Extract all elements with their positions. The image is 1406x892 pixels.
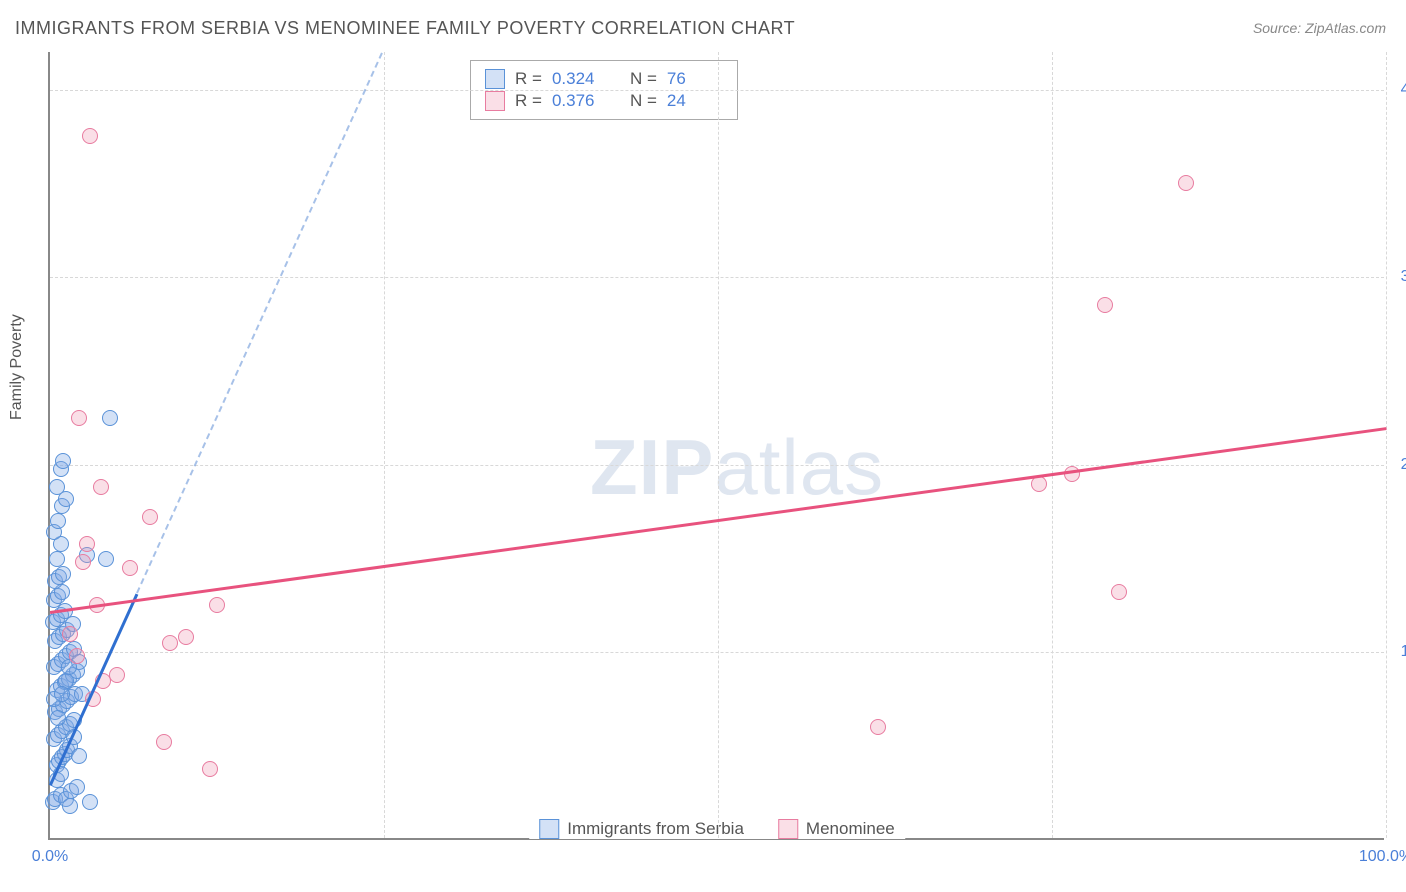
gridline-horizontal	[50, 277, 1384, 278]
y-axis-label: Family Poverty	[8, 314, 26, 420]
legend-label: Menominee	[806, 819, 895, 839]
legend-swatch	[539, 819, 559, 839]
scatter-point	[71, 748, 87, 764]
scatter-point	[55, 453, 71, 469]
scatter-point	[109, 667, 125, 683]
r-value: 0.324	[552, 69, 608, 89]
x-tick-label: 100.0%	[1359, 848, 1406, 866]
n-label: N =	[630, 91, 657, 111]
watermark: ZIPatlas	[590, 422, 884, 513]
scatter-point	[62, 626, 78, 642]
scatter-point	[50, 513, 66, 529]
scatter-point	[122, 560, 138, 576]
scatter-point	[102, 410, 118, 426]
stats-row: R = 0.324 N = 76	[485, 69, 723, 89]
n-label: N =	[630, 69, 657, 89]
gridline-horizontal	[50, 90, 1384, 91]
n-value: 24	[667, 91, 723, 111]
scatter-point	[1178, 175, 1194, 191]
r-value: 0.376	[552, 91, 608, 111]
legend-swatch	[485, 69, 505, 89]
bottom-legend: Immigrants from Serbia Menominee	[529, 819, 905, 839]
gridline-horizontal	[50, 465, 1384, 466]
chart-title: IMMIGRANTS FROM SERBIA VS MENOMINEE FAMI…	[15, 18, 795, 39]
n-value: 76	[667, 69, 723, 89]
scatter-point	[156, 734, 172, 750]
scatter-point	[69, 779, 85, 795]
gridline-vertical	[718, 52, 719, 838]
plot-area: ZIPatlas R = 0.324 N = 76 R = 0.376 N = 24 Immi…	[48, 52, 1384, 840]
r-label: R =	[515, 69, 542, 89]
scatter-point	[98, 551, 114, 567]
watermark-bold: ZIP	[590, 423, 714, 511]
scatter-point	[82, 794, 98, 810]
scatter-point	[71, 410, 87, 426]
scatter-point	[62, 798, 78, 814]
x-tick-label: 0.0%	[32, 848, 68, 866]
source-label: Source: ZipAtlas.com	[1253, 20, 1386, 36]
scatter-point	[1097, 297, 1113, 313]
scatter-point	[162, 635, 178, 651]
legend-item: Menominee	[778, 819, 895, 839]
scatter-point	[93, 479, 109, 495]
scatter-point	[1111, 584, 1127, 600]
legend-item: Immigrants from Serbia	[539, 819, 744, 839]
scatter-point	[75, 554, 91, 570]
scatter-point	[55, 566, 71, 582]
scatter-point	[79, 536, 95, 552]
y-tick-label: 10.0%	[1401, 643, 1406, 661]
scatter-point	[50, 710, 66, 726]
stats-row: R = 0.376 N = 24	[485, 91, 723, 111]
scatter-point	[870, 719, 886, 735]
y-tick-label: 20.0%	[1401, 456, 1406, 474]
r-label: R =	[515, 91, 542, 111]
scatter-point	[54, 686, 70, 702]
scatter-point	[202, 761, 218, 777]
scatter-point	[178, 629, 194, 645]
trend-line	[136, 53, 383, 594]
watermark-rest: atlas	[714, 423, 884, 511]
gridline-vertical	[1386, 52, 1387, 838]
scatter-point	[209, 597, 225, 613]
legend-swatch	[778, 819, 798, 839]
scatter-point	[69, 648, 85, 664]
gridline-vertical	[1052, 52, 1053, 838]
scatter-point	[142, 509, 158, 525]
gridline-vertical	[384, 52, 385, 838]
gridline-horizontal	[50, 652, 1384, 653]
legend-swatch	[485, 91, 505, 111]
scatter-point	[49, 479, 65, 495]
scatter-point	[82, 128, 98, 144]
y-tick-label: 40.0%	[1401, 81, 1406, 99]
scatter-point	[49, 551, 65, 567]
y-tick-label: 30.0%	[1401, 268, 1406, 286]
